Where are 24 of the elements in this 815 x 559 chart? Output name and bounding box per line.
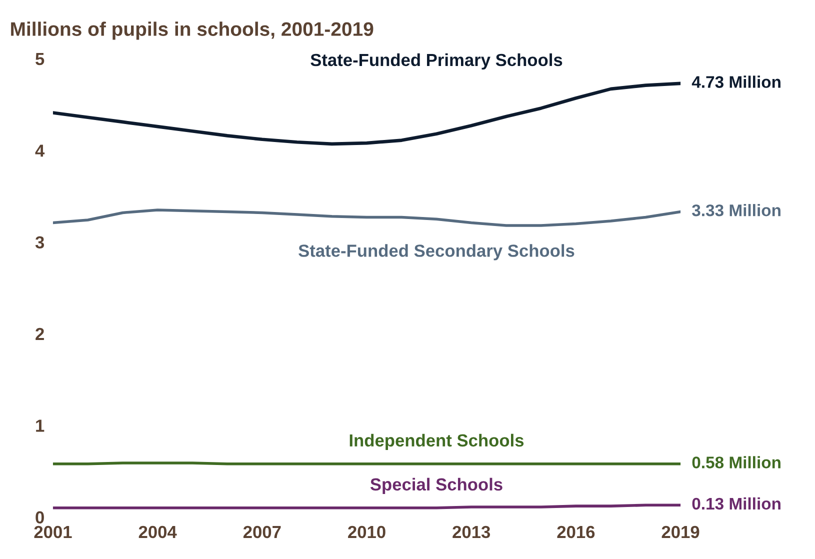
series-label: State-Funded Primary Schools	[310, 53, 562, 70]
series-label: State-Funded Secondary Schools	[298, 244, 574, 260]
data-label: 0.58 Million	[692, 456, 780, 468]
x-tick-label: 2001	[34, 526, 72, 538]
data-label: 3.33 Million	[692, 204, 780, 216]
data-label: 0.13 Million	[692, 497, 780, 510]
y-tick-label: 4	[35, 144, 45, 157]
series-label: Special Schools	[370, 478, 502, 494]
line-series	[52, 208, 681, 227]
chart-title: Millions of pupils in schools, 2001-2019	[11, 22, 374, 40]
y-tick-label: 5	[36, 53, 44, 66]
x-tick-label: 2007	[243, 526, 281, 538]
x-tick-label: 2010	[348, 526, 386, 538]
series-label: Independent Schools	[350, 434, 524, 450]
x-tick-label: 2004	[138, 526, 177, 538]
x-tick-label: 2019	[662, 526, 700, 538]
y-tick-label: 1	[36, 420, 44, 432]
y-tick-label: 3	[35, 236, 44, 249]
y-tick-label: 0	[36, 511, 44, 524]
line-series	[52, 82, 681, 146]
data-label: 4.73 Million	[692, 76, 780, 88]
y-tick-label: 2	[36, 328, 44, 340]
x-tick-label: 2013	[452, 526, 490, 538]
x-tick-label: 2016	[557, 526, 595, 538]
